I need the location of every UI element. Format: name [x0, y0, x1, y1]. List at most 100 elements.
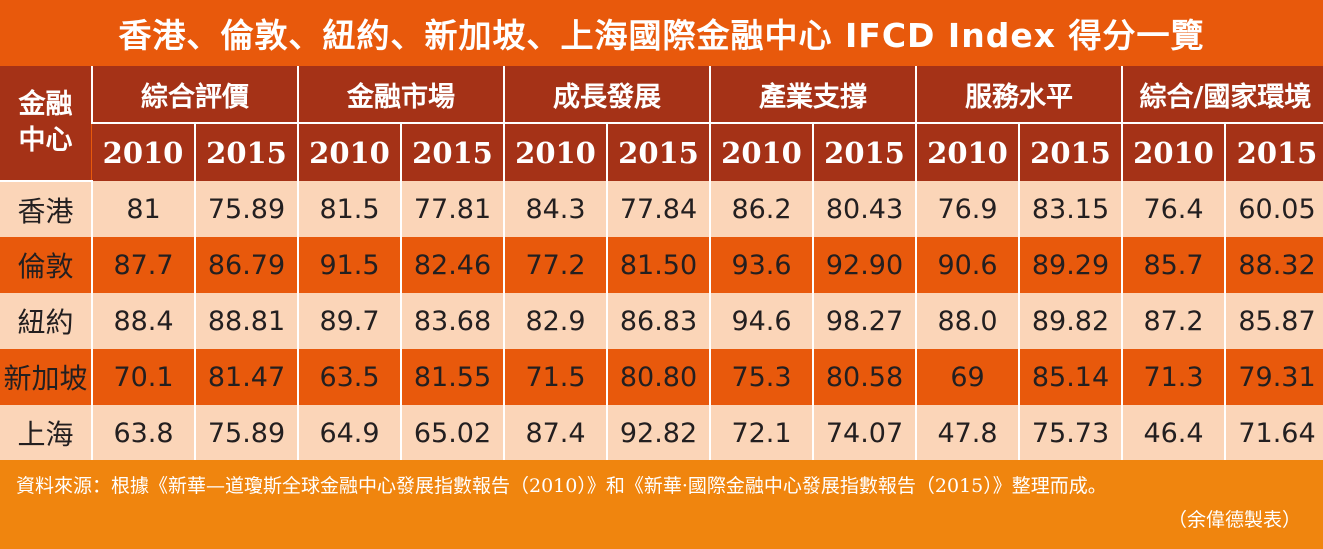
score-cell: 83.68: [400, 293, 504, 349]
score-cell: 90.6: [915, 237, 1019, 293]
score-cell: 87.2: [1121, 293, 1225, 349]
score-cell: 69: [915, 349, 1019, 405]
group-header-row: 金融 中心 綜合評價 金融市場 成長發展 產業支撐 服務水平 綜合/國家環境: [0, 66, 1323, 182]
score-cell: 77.84: [606, 181, 710, 237]
score-cell: 89.7: [297, 293, 401, 349]
year-header: 2010: [92, 123, 195, 181]
score-cell: 86.83: [606, 293, 710, 349]
corner-label-line2: 中心: [18, 125, 73, 156]
score-cell: 70.1: [91, 349, 195, 405]
score-cell: 88.0: [915, 293, 1019, 349]
score-cell: 92.90: [812, 237, 916, 293]
score-cell: 65.02: [400, 405, 504, 461]
city-label: 紐約: [0, 293, 92, 349]
score-cell: 74.07: [812, 405, 916, 461]
score-cell: 82.9: [503, 293, 607, 349]
score-cell: 77.2: [503, 237, 607, 293]
score-cell: 81: [91, 181, 195, 237]
year-header: 2010: [503, 123, 607, 181]
score-cell: 88.32: [1224, 237, 1323, 293]
score-cell: 94.6: [709, 293, 813, 349]
score-cell: 84.3: [503, 181, 607, 237]
score-cell: 63.8: [91, 405, 195, 461]
table-title: 香港、倫敦、紐約、新加坡、上海國際金融中心 IFCD Index 得分一覽: [118, 16, 1205, 55]
score-cell: 80.43: [812, 181, 916, 237]
ifcd-score-table: 金融 中心 綜合評價 金融市場 成長發展 產業支撐 服務水平 綜合/國家環境 2…: [0, 66, 1323, 461]
score-cell: 86.79: [194, 237, 298, 293]
score-cell: 92.82: [606, 405, 710, 461]
source-note: 資料來源：根據《新華—道瓊斯全球金融中心發展指數報告（2010）》和《新華·國際…: [16, 475, 1107, 497]
city-label: 上海: [0, 405, 92, 461]
year-header: 2015: [194, 123, 298, 181]
score-cell: 75.89: [194, 405, 298, 461]
score-cell: 63.5: [297, 349, 401, 405]
score-cell: 72.1: [709, 405, 813, 461]
score-cell: 98.27: [812, 293, 916, 349]
score-cell: 75.3: [709, 349, 813, 405]
table-row: 上海 63.8 75.89 64.9 65.02 87.4 92.82 72.1 74.07 47…: [0, 405, 1323, 461]
group-header: 服務水平: [915, 66, 1122, 124]
corner-label-line1: 金融: [18, 89, 73, 120]
score-cell: 82.46: [400, 237, 504, 293]
score-cell: 89.82: [1018, 293, 1122, 349]
table-body: 香港 81 75.89 81.5 77.81 84.3 77.84 86.2 80.43 76.9…: [0, 181, 1323, 461]
score-cell: 46.4: [1121, 405, 1225, 461]
year-header: 2010: [709, 123, 813, 181]
year-header: 2010: [1121, 123, 1225, 181]
group-header: 金融市場: [297, 66, 504, 124]
score-cell: 80.58: [812, 349, 916, 405]
score-cell: 81.55: [400, 349, 504, 405]
year-header: 2010: [915, 123, 1019, 181]
group-header: 成長發展: [503, 66, 710, 124]
year-header: 2015: [400, 123, 504, 181]
table-row: 紐約 88.4 88.81 89.7 83.68 82.9 86.83 94.6 98.27 88…: [0, 293, 1323, 349]
score-cell: 93.6: [709, 237, 813, 293]
year-header: 2015: [1224, 123, 1323, 181]
score-cell: 89.29: [1018, 237, 1122, 293]
score-cell: 81.5: [297, 181, 401, 237]
group-header: 綜合評價: [91, 66, 298, 124]
score-cell: 87.7: [91, 237, 195, 293]
score-cell: 77.81: [400, 181, 504, 237]
group-header: 綜合/國家環境: [1121, 66, 1323, 124]
score-cell: 81.50: [606, 237, 710, 293]
score-cell: 88.81: [194, 293, 298, 349]
score-cell: 71.64: [1224, 405, 1323, 461]
credit-note: （余偉德製表）: [1167, 509, 1301, 531]
group-header: 產業支撐: [709, 66, 916, 124]
city-label: 倫敦: [0, 237, 92, 293]
year-header: 2015: [812, 123, 916, 181]
year-header: 2015: [606, 123, 710, 181]
score-cell: 60.05: [1224, 181, 1323, 237]
table-row: 香港 81 75.89 81.5 77.81 84.3 77.84 86.2 80.43 76.9…: [0, 181, 1323, 237]
city-label: 香港: [0, 181, 92, 237]
score-cell: 85.87: [1224, 293, 1323, 349]
score-cell: 88.4: [91, 293, 195, 349]
score-cell: 75.73: [1018, 405, 1122, 461]
score-cell: 79.31: [1224, 349, 1323, 405]
score-cell: 91.5: [297, 237, 401, 293]
table-row: 新加坡 70.1 81.47 63.5 81.55 71.5 80.80 75.3 80.58 6…: [0, 349, 1323, 405]
score-cell: 80.80: [606, 349, 710, 405]
score-cell: 76.9: [915, 181, 1019, 237]
score-cell: 76.4: [1121, 181, 1225, 237]
corner-header: 金融 中心: [0, 66, 92, 182]
score-cell: 83.15: [1018, 181, 1122, 237]
score-cell: 75.89: [194, 181, 298, 237]
score-cell: 81.47: [194, 349, 298, 405]
score-cell: 71.5: [503, 349, 607, 405]
year-header: 2015: [1018, 123, 1122, 181]
score-cell: 47.8: [915, 405, 1019, 461]
score-cell: 64.9: [297, 405, 401, 461]
score-cell: 86.2: [709, 181, 813, 237]
score-cell: 87.4: [503, 405, 607, 461]
score-cell: 71.3: [1121, 349, 1225, 405]
table-row: 倫敦 87.7 86.79 91.5 82.46 77.2 81.50 93.6 92.90 90…: [0, 237, 1323, 293]
year-header: 2010: [297, 123, 401, 181]
city-label: 新加坡: [0, 349, 92, 405]
footer: 資料來源：根據《新華—道瓊斯全球金融中心發展指數報告（2010）》和《新華·國際…: [0, 460, 1323, 549]
score-cell: 85.7: [1121, 237, 1225, 293]
year-header-row: 2010 2015 2010 2015 2010 2015 2010 2015 2010 2015…: [0, 123, 1323, 181]
score-cell: 85.14: [1018, 349, 1122, 405]
